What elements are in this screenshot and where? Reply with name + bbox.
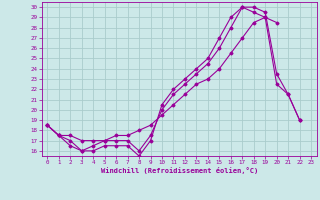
X-axis label: Windchill (Refroidissement éolien,°C): Windchill (Refroidissement éolien,°C) (100, 167, 258, 174)
